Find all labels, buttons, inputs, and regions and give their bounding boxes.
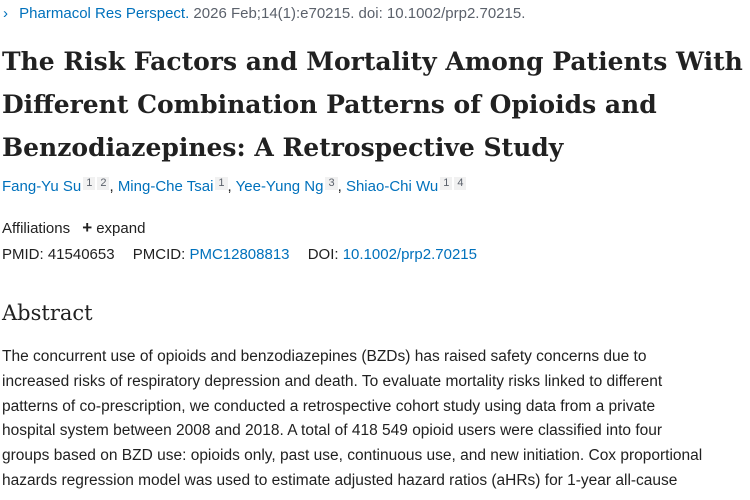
author-link[interactable]: Yee-Yung Ng — [235, 178, 324, 195]
title-line: Benzodiazepines: A Retrospective Study — [2, 133, 564, 162]
title-line: The Risk Factors and Mortality Among Pat… — [2, 47, 743, 76]
affiliations-expand-button[interactable]: + expand — [82, 218, 146, 237]
abstract-text: The concurrent use of opioids and benzod… — [2, 345, 750, 494]
author-link[interactable]: Ming-Che Tsai — [117, 178, 214, 195]
doi-link[interactable]: 10.1002/prp2.70215 — [342, 246, 477, 263]
pmid-value: 41540653 — [47, 246, 115, 263]
identifiers-row: PMID: 41540653 PMCID: PMC12808813 DOI: 1… — [2, 246, 477, 263]
doi-label: DOI: — [307, 246, 339, 263]
affiliation-ref[interactable]: 3 — [325, 177, 338, 190]
chevron-right-icon[interactable]: › — [3, 5, 8, 22]
abstract-line: increased risks of respiratory depressio… — [2, 372, 663, 390]
citation-details: 2026 Feb;14(1):e70215. doi: 10.1002/prp2… — [193, 5, 526, 22]
author-link[interactable]: Shiao-Chi Wu — [345, 178, 439, 195]
affiliation-ref[interactable]: 1 — [83, 177, 96, 190]
plus-icon: + — [82, 218, 93, 237]
title-line: Different Combination Patterns of Opioid… — [2, 90, 657, 119]
pmcid-link[interactable]: PMC12808813 — [189, 246, 290, 263]
abstract-heading: Abstract — [2, 301, 93, 325]
abstract-line: patterns of co-prescription, we conducte… — [2, 397, 656, 415]
pmcid-label: PMCID: — [132, 246, 186, 263]
abstract-line: The concurrent use of opioids and benzod… — [2, 348, 647, 365]
article-title: The Risk Factors and Mortality Among Pat… — [2, 40, 747, 169]
affiliation-ref[interactable]: 2 — [97, 177, 110, 190]
affiliation-ref[interactable]: 1 — [440, 177, 453, 190]
abstract-line: groups based on BZD use: opioids only, p… — [2, 447, 703, 465]
author-link[interactable]: Fang-Yu Su — [2, 178, 82, 195]
abstract-line: hazards regression model was used to est… — [2, 471, 678, 489]
affiliation-ref[interactable]: 1 — [215, 177, 228, 190]
pmid-label: PMID: — [2, 246, 44, 263]
author-list: Fang-Yu Su 1 2, Ming-Che Tsai 1, Yee-Yung N… — [2, 177, 467, 195]
abstract-line: hospital system between 2008 and 2018. A… — [2, 422, 663, 440]
affiliations-row: Affiliations + expand — [2, 218, 145, 238]
affiliations-label: Affiliations — [2, 220, 71, 237]
expand-label: expand — [96, 220, 146, 237]
affiliation-ref[interactable]: 4 — [454, 177, 467, 190]
journal-link[interactable]: Pharmacol Res Perspect. — [19, 5, 190, 22]
citation-line: › Pharmacol Res Perspect. 2026 Feb;14(1)… — [3, 5, 525, 22]
